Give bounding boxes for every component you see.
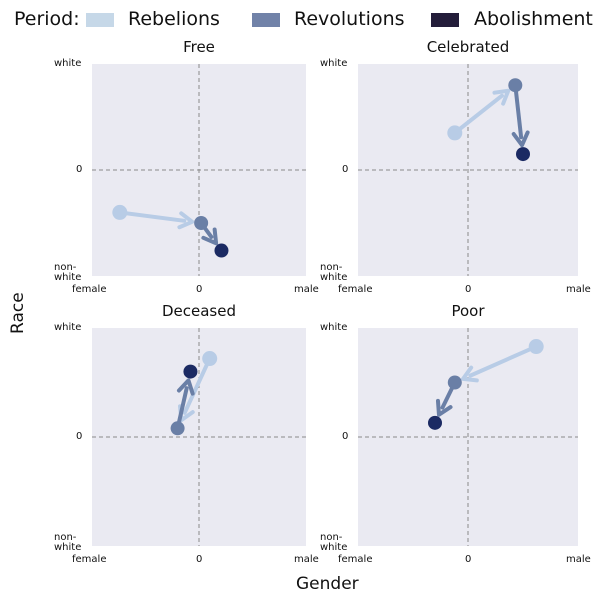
data-point-revolutions [170,421,185,436]
arrow-shaft [182,356,212,415]
legend-swatch-rebelions [86,13,114,27]
legend-title: Period: [14,8,80,30]
y-tick-white: white [54,322,82,333]
arrow-shaft [468,344,539,378]
arrow-head [435,398,453,417]
arrow-head [176,378,195,396]
plot-area [358,64,578,276]
x-tick-female: female [338,554,373,565]
data-point-revolutions [194,216,209,230]
y-tick-non: non- [320,532,343,543]
y-tick-white-bottom: white [320,272,348,283]
data-point-rebelions [112,204,128,220]
arrow-head [461,365,479,383]
y-tick-zero: 0 [342,431,349,442]
arrow-shaft [513,83,524,140]
arrow-head [177,211,195,230]
x-axis-label: Gender [296,574,359,594]
legend-swatch-abolishment [431,13,459,27]
legend: Period: Rebelions Revolutions Abolishmen… [0,0,598,42]
y-tick-zero: 0 [76,431,83,442]
x-tick-male: male [566,284,591,295]
y-tick-zero: 0 [76,164,83,175]
y-tick-non: non- [320,262,343,273]
y-tick-zero: 0 [342,164,349,175]
y-tick-non: non- [54,262,77,273]
data-point-rebelions [202,351,218,367]
y-tick-white-bottom: white [54,542,82,553]
panel-title: Celebrated [426,38,510,56]
data-point-abolishment [516,147,530,162]
data-point-rebelions [447,125,463,141]
x-tick-male: male [294,554,319,565]
panel-title: Deceased [161,302,236,320]
data-point-rebelions [528,339,544,355]
x-tick-zero: 0 [465,284,472,295]
y-tick-white: white [54,58,82,69]
arrow-head [492,88,511,106]
x-tick-zero: 0 [465,554,472,565]
y-tick-white-bottom: white [54,272,82,283]
x-tick-female: female [338,284,373,295]
arrow-head [201,227,219,246]
y-tick-white-bottom: white [320,542,348,553]
plot-area [92,328,306,546]
arrow-shaft [452,93,504,135]
x-tick-zero: 0 [196,284,203,295]
y-tick-white: white [320,58,348,69]
x-tick-male: male [294,284,319,295]
x-tick-female: female [72,284,107,295]
x-tick-zero: 0 [196,554,203,565]
panel-title: Poor [451,302,485,320]
data-point-abolishment [183,364,198,379]
legend-swatch-revolutions [252,13,280,27]
arrow-head [511,130,530,148]
data-point-revolutions [447,375,462,390]
x-tick-male: male [566,554,591,565]
plot-area [92,64,306,276]
y-axis-label: Race [8,292,28,334]
plot-area [358,328,578,546]
panel-title: Free [183,38,215,56]
legend-label-revolutions: Revolutions [294,8,405,30]
data-point-abolishment [214,243,229,258]
arrow-shaft [117,210,187,223]
data-point-revolutions [508,78,523,93]
legend-label-abolishment: Abolishment [474,8,593,30]
y-tick-non: non- [54,532,77,543]
y-tick-white: white [320,322,348,333]
data-point-abolishment [428,415,442,430]
x-tick-female: female [72,554,107,565]
legend-label-rebelions: Rebelions [128,8,220,30]
